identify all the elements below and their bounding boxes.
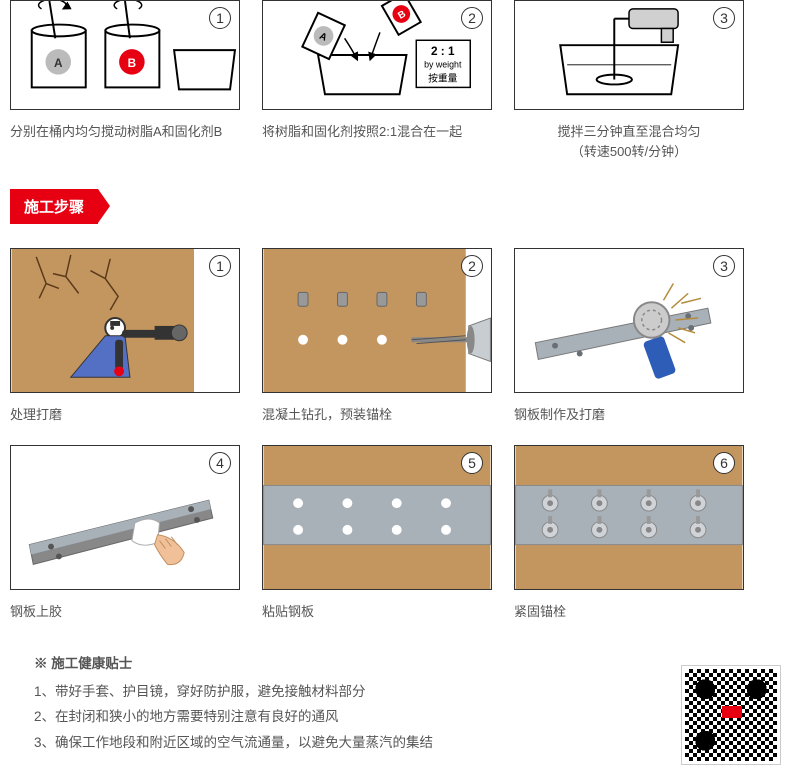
- step-number-text: 4: [216, 455, 224, 471]
- mixing-figure-1: 1 A B: [10, 0, 240, 110]
- svg-text:by weight: by weight: [424, 60, 462, 70]
- construction-figure-4: 4: [10, 445, 240, 590]
- step-number-text: 6: [720, 455, 728, 471]
- section-heading: 施工步骤: [10, 189, 98, 224]
- construction-caption-6: 紧固锚栓: [514, 602, 744, 622]
- construction-step-1: 1 处理打磨: [10, 248, 240, 425]
- mixing-step-3: 3 搅拌三分钟直至混合均匀 （转速500转/分钟）: [514, 0, 744, 161]
- construction-caption-2: 混凝土钻孔，预装锚栓: [262, 405, 492, 425]
- construction-figure-3: 3: [514, 248, 744, 393]
- qr-code: [682, 666, 780, 764]
- mixing-caption-2: 将树脂和固化剂按照2:1混合在一起: [262, 122, 492, 142]
- step-number-text: 3: [720, 258, 728, 274]
- step-number: 3: [713, 7, 735, 29]
- step-number: 3: [713, 255, 735, 277]
- step-number: 6: [713, 452, 735, 474]
- construction-step-5: 5 粘贴钢板: [262, 445, 492, 622]
- step-number: 1: [209, 7, 231, 29]
- mixing-step-2: 2 A B 2 : 1 by weight 按重量: [262, 0, 492, 161]
- construction-step-3: 3 钢板制作及打磨: [514, 248, 744, 425]
- construction-figure-1: 1: [10, 248, 240, 393]
- step-number-text: 3: [720, 10, 728, 26]
- construction-step-6: 6 紧固锚栓: [514, 445, 744, 622]
- ratio-text: 2 : 1: [431, 45, 455, 58]
- step-number: 4: [209, 452, 231, 474]
- step-number-text: 1: [216, 10, 224, 26]
- section-heading-text: 施工步骤: [24, 199, 84, 216]
- svg-text:按重量: 按重量: [428, 72, 458, 85]
- step-number: 2: [461, 7, 483, 29]
- construction-step-4: 4 钢板上胶: [10, 445, 240, 622]
- construction-figure-2: 2: [262, 248, 492, 393]
- tips-block: ※ 施工健康贴士 1、带好手套、护目镜，穿好防护服，避免接触材料部分 2、在封闭…: [34, 651, 780, 756]
- tips-item-2: 2、在封闭和狭小的地方需要特别注意有良好的通风: [34, 704, 780, 730]
- step-number-text: 5: [468, 455, 476, 471]
- construction-figure-5: 5: [262, 445, 492, 590]
- construction-caption-5: 粘贴钢板: [262, 602, 492, 622]
- step-number-text: 2: [468, 258, 476, 274]
- svg-text:B: B: [128, 57, 136, 70]
- step-number: 5: [461, 452, 483, 474]
- mixing-figure-3: 3: [514, 0, 744, 110]
- construction-caption-4: 钢板上胶: [10, 602, 240, 622]
- construction-caption-3: 钢板制作及打磨: [514, 405, 744, 425]
- mixing-row: 1 A B 分别在桶内均匀搅动树脂A和固化剂B: [10, 0, 780, 161]
- mixing-caption-3: 搅拌三分钟直至混合均匀 （转速500转/分钟）: [514, 122, 744, 161]
- step-number-text: 2: [468, 10, 476, 26]
- step-number: 1: [209, 255, 231, 277]
- mixing-figure-2: 2 A B 2 : 1 by weight 按重量: [262, 0, 492, 110]
- mixing-caption-1: 分别在桶内均匀搅动树脂A和固化剂B: [10, 122, 240, 142]
- construction-row-2: 4 钢板上胶 5: [10, 445, 780, 622]
- construction-row-1: 1 处理打磨 2: [10, 248, 780, 425]
- step-number: 2: [461, 255, 483, 277]
- mixing-step-1: 1 A B 分别在桶内均匀搅动树脂A和固化剂B: [10, 0, 240, 161]
- step-number-text: 1: [216, 258, 224, 274]
- tips-item-1: 1、带好手套、护目镜，穿好防护服，避免接触材料部分: [34, 679, 780, 705]
- tips-item-3: 3、确保工作地段和附近区域的空气流通量，以避免大量蒸汽的集结: [34, 730, 780, 756]
- tips-title: ※ 施工健康贴士: [34, 651, 780, 677]
- construction-figure-6: 6: [514, 445, 744, 590]
- construction-caption-1: 处理打磨: [10, 405, 240, 425]
- svg-text:A: A: [54, 57, 63, 70]
- construction-step-2: 2 混凝土钻孔，预装锚栓: [262, 248, 492, 425]
